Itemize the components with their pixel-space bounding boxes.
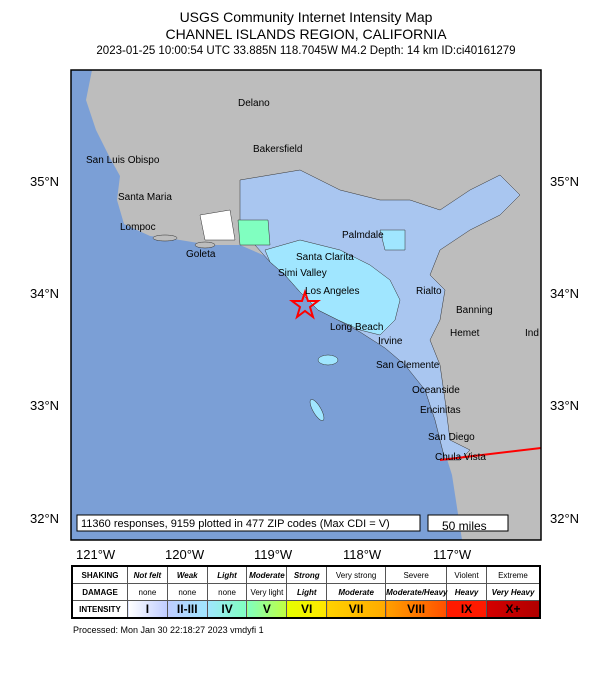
summary-text: 11360 responses, 9159 plotted in 477 ZIP…: [81, 518, 390, 530]
city-label: San Diego: [428, 432, 475, 443]
lat-label: 35°N: [550, 174, 579, 189]
city-label: Santa Clarita: [296, 252, 354, 263]
lon-label: 118°W: [343, 547, 382, 562]
intensity-cell: IV: [206, 600, 248, 619]
intensity-cell: II-III: [166, 600, 208, 619]
intensity-cell: I: [127, 600, 168, 619]
intensity-cell: VI: [286, 600, 328, 619]
city-label: Santa Maria: [118, 192, 172, 203]
city-label: Lompoc: [120, 222, 156, 233]
city-label: Los Angeles: [305, 286, 360, 297]
lat-label: 32°N: [30, 511, 59, 526]
lon-label: 121°W: [76, 547, 116, 562]
legend-row-label: DAMAGE: [71, 583, 128, 601]
event-info: 2023-01-25 10:00:54 UTC 33.885N 118.7045…: [96, 45, 516, 57]
shaking-cell: Violent: [446, 565, 487, 584]
lat-label: 32°N: [550, 511, 579, 526]
shaking-cell: Weak: [166, 565, 208, 584]
city-label: Oceanside: [412, 385, 460, 396]
city-label: Simi Valley: [278, 268, 327, 279]
intensity-cell: X+: [486, 600, 541, 619]
cdi-i-region: [199, 209, 236, 241]
city-label: Long Beach: [330, 322, 383, 333]
lat-label: 34°N: [550, 286, 579, 301]
epicenter-star-icon: [289, 288, 321, 320]
cdi-v-region: [237, 219, 271, 246]
legend-row-label: INTENSITY: [71, 600, 128, 619]
map-title: USGS Community Internet Intensity Map: [179, 9, 433, 25]
damage-cell: Moderate/Heavy: [385, 583, 448, 601]
shaking-cell: Moderate: [246, 565, 288, 584]
lat-label: 33°N: [550, 398, 579, 413]
damage-cell: Very light: [246, 583, 288, 601]
lat-label: 33°N: [30, 398, 59, 413]
intensity-cell: VII: [326, 600, 387, 619]
city-label: San Clemente: [376, 360, 440, 371]
damage-cell: Moderate: [326, 583, 387, 601]
city-label: Rialto: [416, 286, 442, 297]
intensity-cell: IX: [446, 600, 487, 619]
city-label: Banning: [456, 305, 493, 316]
damage-cell: Light: [286, 583, 328, 601]
city-label: San Luis Obispo: [86, 155, 160, 166]
city-label: Encinitas: [420, 405, 461, 416]
city-label: Goleta: [186, 249, 216, 260]
cdi-iv-regions: [264, 229, 406, 336]
intensity-legend: SHAKING Not felt Weak Light Moderate Str…: [71, 565, 541, 619]
scale-label: 50 miles: [442, 519, 487, 533]
shaking-cell: Severe: [385, 565, 448, 584]
lat-label: 34°N: [30, 286, 59, 301]
intensity-cell: VIII: [385, 600, 448, 619]
islands: [152, 234, 339, 421]
intensity-cell: V: [246, 600, 288, 619]
damage-cell: none: [166, 583, 208, 601]
lon-label: 120°W: [165, 547, 205, 562]
shaking-cell: Not felt: [127, 565, 168, 584]
city-label: Bakersfield: [253, 144, 302, 155]
lon-label: 117°W: [433, 547, 472, 562]
scale-bar: [427, 514, 509, 532]
border-line: [439, 447, 542, 461]
city-label: Hemet: [450, 328, 480, 339]
damage-cell: Heavy: [446, 583, 487, 601]
city-label: Ind: [525, 328, 539, 339]
shaking-cell: Extreme: [486, 565, 541, 584]
shaking-cell: Very strong: [326, 565, 387, 584]
city-label: Chula Vista: [435, 452, 486, 463]
legend-row-label: SHAKING: [71, 565, 128, 584]
damage-cell: Very Heavy: [486, 583, 541, 601]
damage-cell: none: [127, 583, 168, 601]
processed-text: Processed: Mon Jan 30 22:18:27 2023 vmdy…: [73, 625, 264, 635]
city-label: Irvine: [378, 336, 403, 347]
lat-label: 35°N: [30, 174, 59, 189]
shaking-cell: Light: [206, 565, 248, 584]
city-label: Delano: [238, 98, 270, 109]
map-frame: [70, 69, 542, 541]
summary-box: [76, 514, 421, 532]
lon-label: 119°W: [254, 547, 293, 562]
city-label: Palmdale: [342, 230, 384, 241]
damage-cell: none: [206, 583, 248, 601]
shaking-cell: Strong: [286, 565, 328, 584]
region-title: CHANNEL ISLANDS REGION, CALIFORNIA: [165, 26, 447, 42]
